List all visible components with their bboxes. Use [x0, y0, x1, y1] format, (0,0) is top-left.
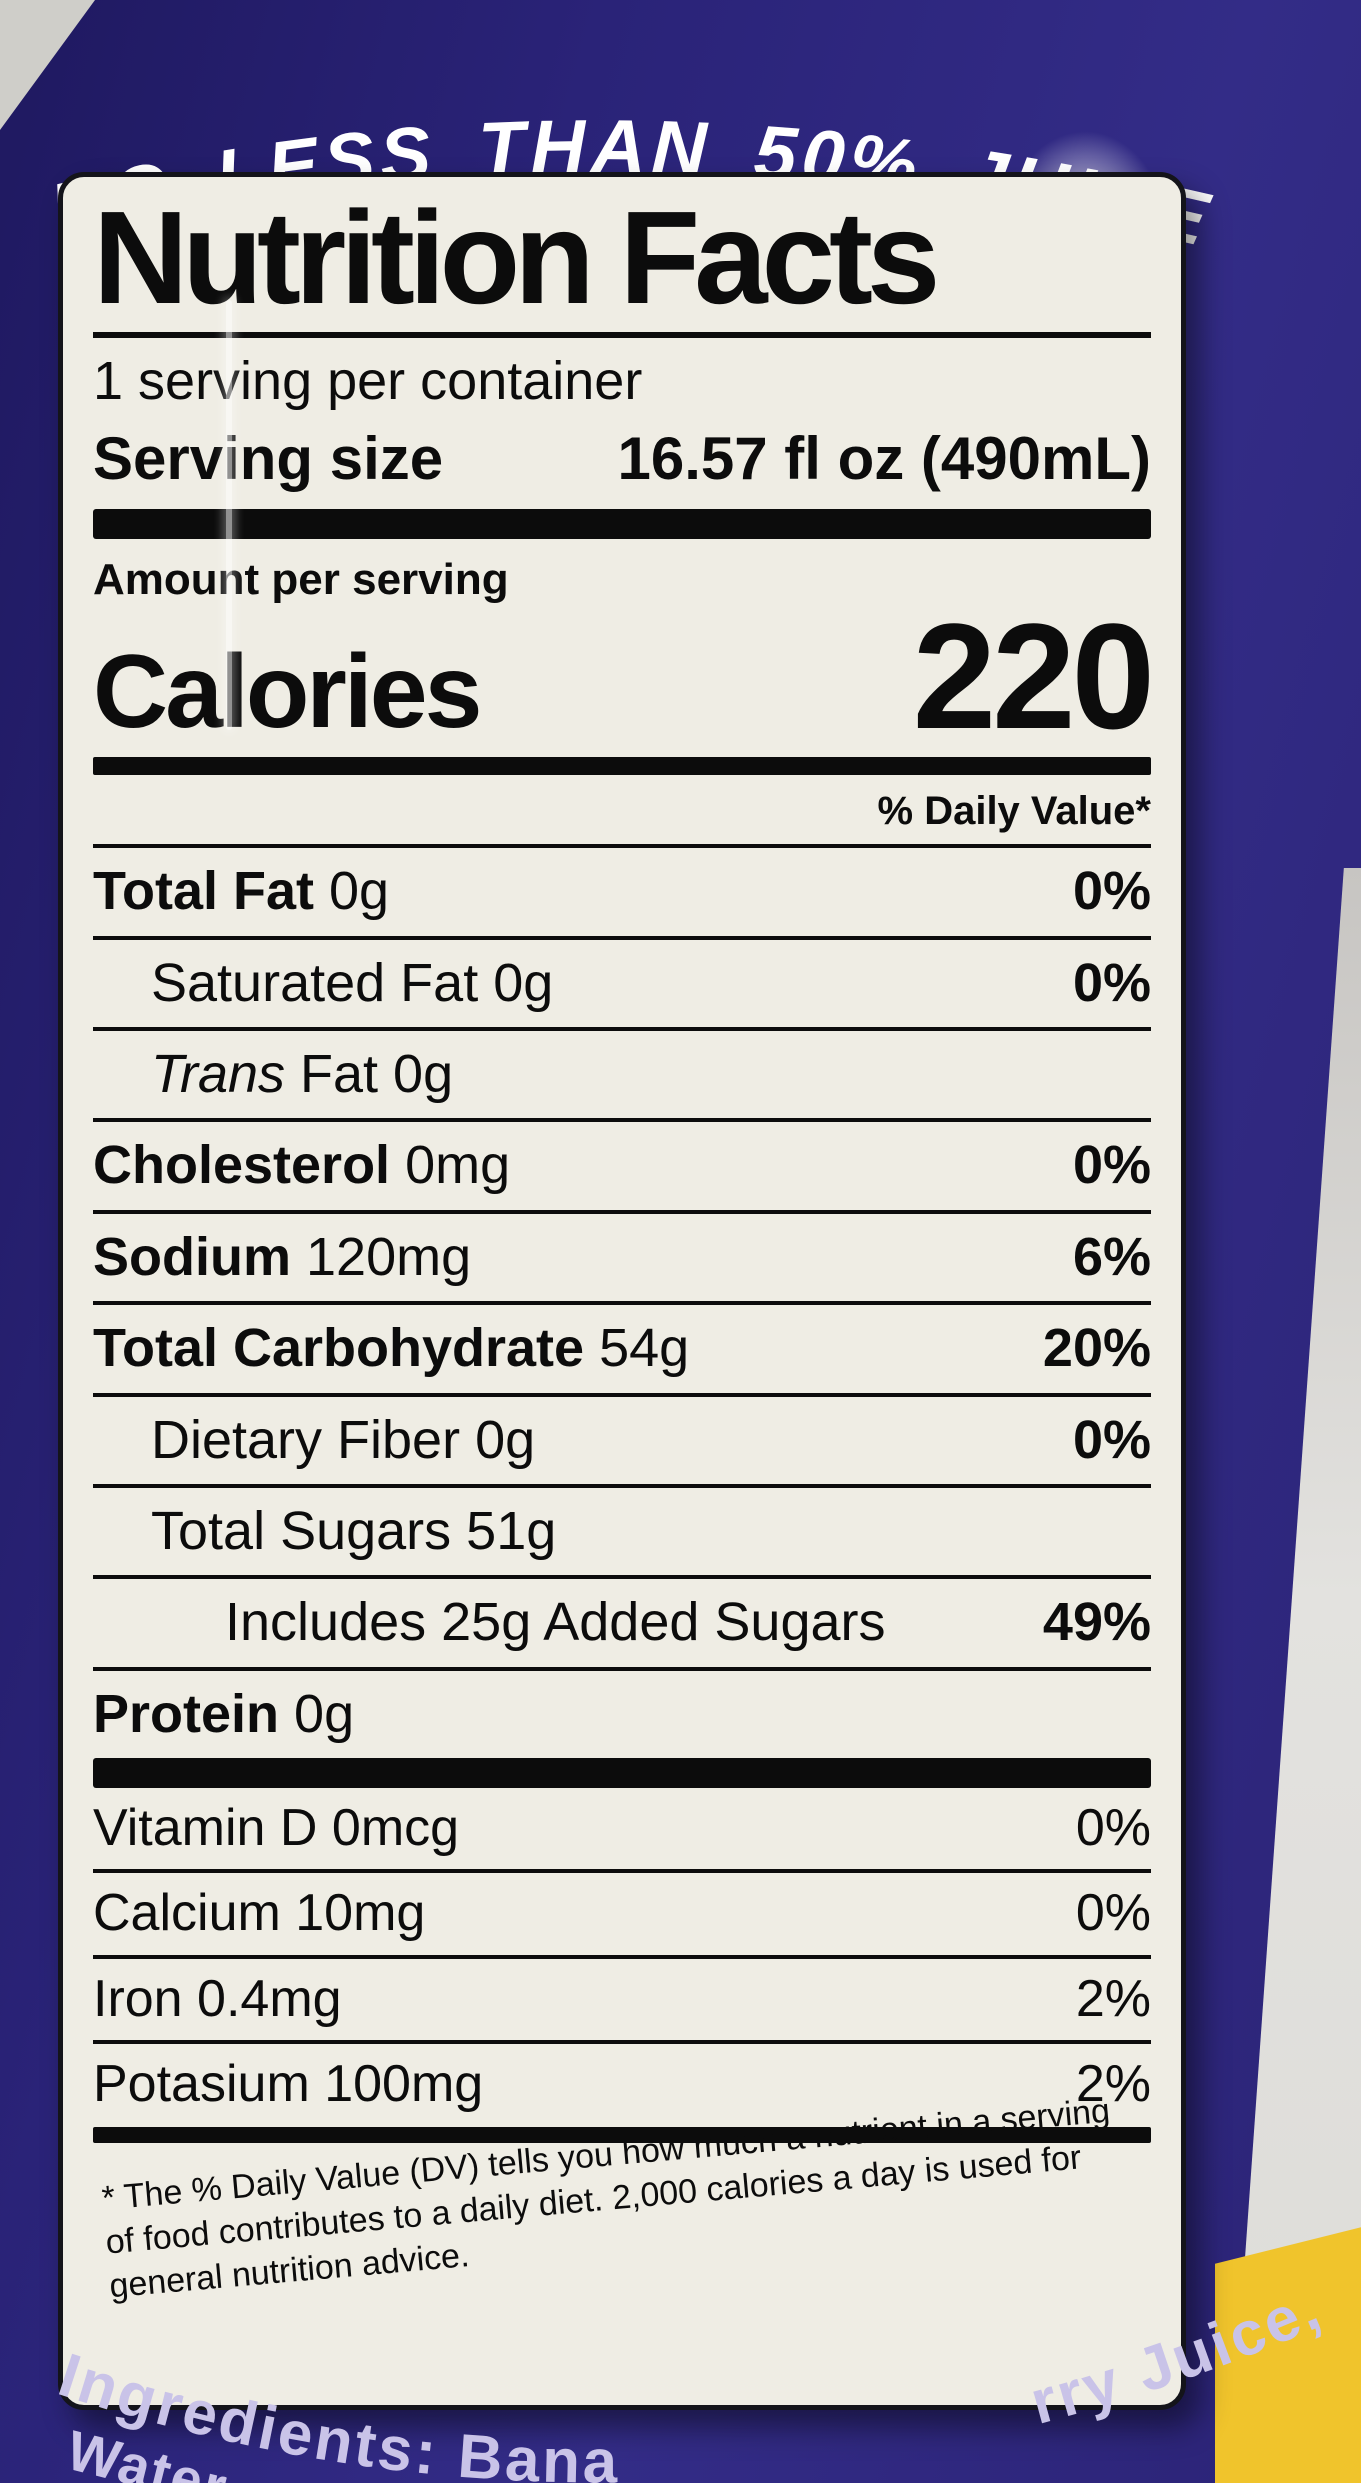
nutrient-row-sodium: Sodium 120mg 6% — [93, 1209, 1151, 1301]
nutrient-dv: 0% — [1072, 1135, 1151, 1196]
ingredients-text-right: rry Juice, — [1024, 2273, 1329, 2438]
serving-size-label: Serving size — [93, 424, 444, 492]
nutrient-name: Trans Fat 0g — [151, 1044, 454, 1104]
neighbor-label-yellow — [1215, 2227, 1361, 2483]
nutrient-dv: 0% — [1072, 1409, 1151, 1470]
thick-divider — [93, 1758, 1151, 1789]
nutrition-facts-panel: Nutrition Facts 1 serving per container … — [58, 172, 1186, 2410]
nutrient-name: Sodium 120mg — [93, 1226, 472, 1287]
divider — [93, 2126, 1151, 2143]
nutrient-row-total-carbohydrate: Total Carbohydrate 54g 20% — [93, 1301, 1151, 1392]
nutrient-dv: 0% — [1072, 861, 1151, 922]
nutrient-name: Saturated Fat 0g — [151, 952, 554, 1013]
nutrient-row-saturated-fat: Saturated Fat 0g 0% — [93, 935, 1151, 1027]
divider — [93, 757, 1151, 776]
amount-per-serving: Amount per serving — [93, 554, 509, 604]
nutrient-dv: 6% — [1072, 1226, 1151, 1287]
micronutrient-dv: 0% — [1075, 1884, 1151, 1943]
nutrient-name: Total Fat 0g — [93, 861, 390, 922]
nutrient-row-dietary-fiber: Dietary Fiber 0g 0% — [93, 1392, 1151, 1484]
nutrient-name: Total Sugars 51g — [151, 1500, 557, 1561]
nutrient-name: Protein 0g — [93, 1683, 355, 1744]
calories-label: Calories — [93, 634, 482, 751]
micronutrient-name: Vitamin D 0mcg — [93, 1799, 460, 1858]
nutrient-row-total-fat: Total Fat 0g 0% — [93, 844, 1151, 935]
micronutrient-row-calcium: Calcium 10mg 0% — [93, 1869, 1151, 1954]
serving-size-value: 16.57 fl oz (490mL) — [617, 424, 1151, 492]
micronutrient-name: Potasium 100mg — [93, 2054, 484, 2113]
micronutrient-name: Iron 0.4mg — [93, 1969, 342, 2028]
nutrition-facts-title: Nutrition Facts — [93, 184, 940, 331]
micronutrient-dv: 2% — [1075, 1969, 1151, 2028]
serving-size-row: Serving size 16.57 fl oz (490mL) — [93, 418, 1151, 509]
divider — [93, 331, 1151, 338]
nutrient-dv: 20% — [1042, 1318, 1151, 1379]
daily-value-header: % Daily Value* — [877, 789, 1151, 834]
nutrient-row-trans-fat: Trans Fat 0g — [93, 1027, 1151, 1118]
nutrient-name: Includes 25g Added Sugars — [225, 1592, 886, 1653]
nutrient-name: Total Carbohydrate 54g — [93, 1318, 690, 1379]
svg-text:Ingredients: Bana rry Ju: Ingredients: Bana rry Juice, — [51, 2265, 1356, 2483]
micronutrient-name: Calcium 10mg — [93, 1884, 426, 1943]
nutrient-row-total-sugars: Total Sugars 51g — [93, 1483, 1151, 1575]
thick-divider — [93, 508, 1151, 539]
servings-per-container: 1 serving per container — [93, 350, 643, 411]
calories-value: 220 — [912, 591, 1155, 760]
micronutrient-row-iron: Iron 0.4mg 2% — [93, 1954, 1151, 2040]
nutrient-name: Dietary Fiber 0g — [151, 1409, 536, 1470]
nutrient-dv: 0% — [1072, 952, 1151, 1013]
nutrient-dv: 49% — [1042, 1592, 1151, 1653]
calories-row: Calories 220 — [93, 591, 1155, 760]
nutrient-row-added-sugars: Includes 25g Added Sugars 49% — [93, 1575, 1151, 1666]
micronutrient-row-potassium: Potasium 100mg 2% — [93, 2039, 1151, 2125]
micronutrient-dv: 0% — [1075, 1799, 1151, 1858]
glare-streak — [226, 300, 232, 730]
ingredients-strip: Ingredients: Bana rry Juice, — [51, 2265, 1356, 2483]
nutrient-name: Cholesterol 0mg — [93, 1135, 511, 1196]
micronutrient-row-vitamin-d: Vitamin D 0mcg 0% — [93, 1788, 1151, 1869]
nutrient-row-cholesterol: Cholesterol 0mg 0% — [93, 1118, 1151, 1209]
nutrient-row-protein: Protein 0g — [93, 1666, 1151, 1758]
micronutrient-dv: 2% — [1075, 2054, 1151, 2113]
